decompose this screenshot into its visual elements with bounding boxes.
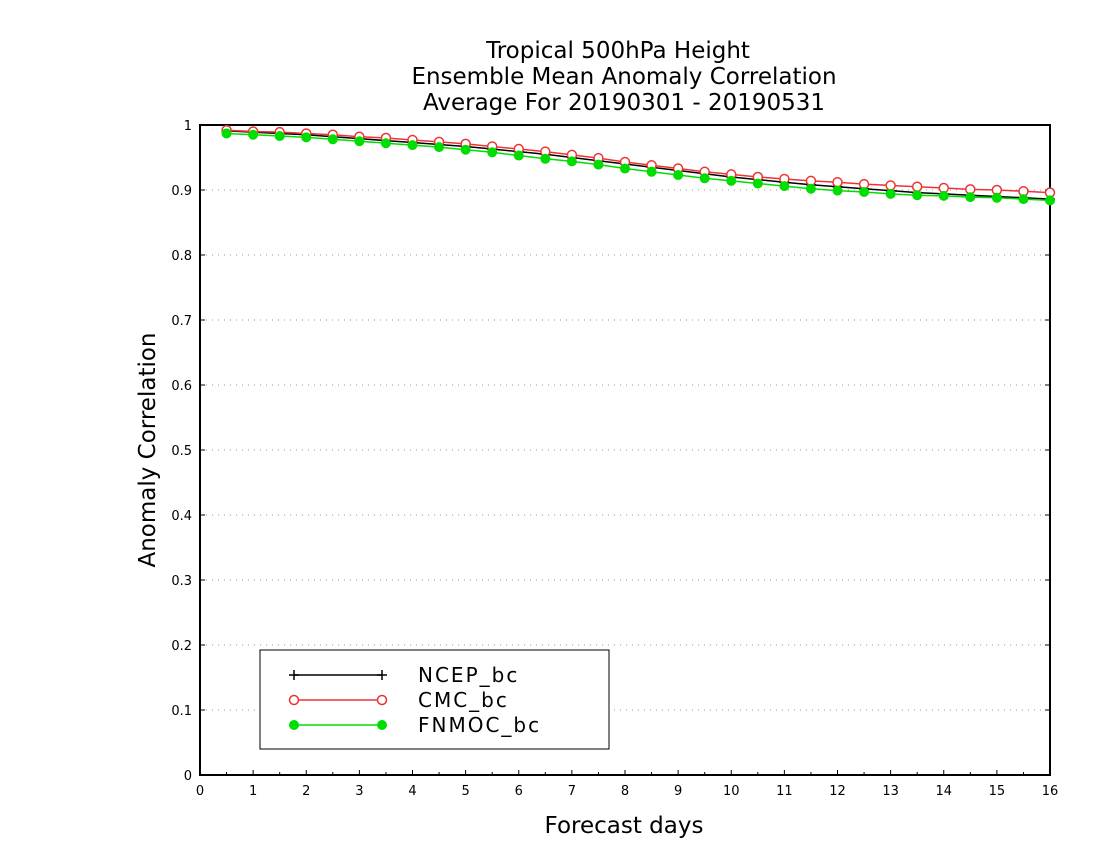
data-point-FNMOC_bc-3 — [301, 132, 312, 143]
x-tick-label-9: 9 — [674, 784, 682, 799]
data-point-FNMOC_bc-24 — [859, 186, 870, 197]
legend-entry-CMC_bc: CMC_bc — [288, 688, 509, 712]
y-tick-label-4: 0.4 — [171, 509, 192, 524]
legend-marker-left — [289, 720, 299, 730]
y-tick-label-1: 0.1 — [171, 704, 192, 719]
y-tick-label-7: 0.7 — [171, 314, 192, 329]
legend-label: FNMOC_bc — [418, 713, 541, 737]
title-line-2: Ensemble Mean Anomaly Correlation — [411, 64, 836, 90]
data-point-CMC_bc-26 — [911, 181, 923, 192]
data-point-FNMOC_bc-4 — [327, 134, 338, 145]
y-tick-label-10: 1 — [184, 119, 192, 134]
x-tick-label-13: 13 — [882, 784, 899, 799]
legend-label: NCEP_bc — [418, 663, 519, 687]
data-point-FNMOC_bc-12 — [540, 153, 551, 164]
data-point-FNMOC_bc-17 — [673, 170, 684, 181]
data-point-FNMOC_bc-22 — [805, 183, 816, 194]
y-tick-label-0: 0 — [184, 769, 192, 784]
x-tick-label-8: 8 — [621, 784, 629, 799]
legend-marker-left — [288, 694, 300, 706]
x-tick-label-11: 11 — [776, 784, 793, 799]
x-axis-label: Forecast days — [545, 813, 704, 839]
series-line-CMC_bc — [226, 129, 1051, 194]
y-tick-label-8: 0.8 — [171, 249, 192, 264]
data-point-FNMOC_bc-15 — [620, 163, 630, 174]
x-tick-label-5: 5 — [461, 784, 469, 799]
data-point-FNMOC_bc-14 — [593, 159, 604, 170]
legend-marker-right — [377, 670, 387, 680]
data-point-FNMOC_bc-11 — [513, 150, 524, 161]
data-point-FNMOC_bc-28 — [965, 192, 976, 203]
x-tick-label-16: 16 — [1042, 784, 1059, 799]
data-point-FNMOC_bc-6 — [380, 138, 391, 149]
y-axis-label: Anomaly Correlation — [135, 332, 161, 567]
data-point-FNMOC_bc-5 — [354, 136, 365, 147]
x-tick-label-1: 1 — [249, 784, 257, 799]
data-point-FNMOC_bc-7 — [407, 140, 418, 151]
title-line-3: Average For 20190301 - 20190531 — [423, 90, 825, 116]
legend-marker-right — [377, 720, 387, 730]
legend-entry-FNMOC_bc: FNMOC_bc — [289, 713, 541, 737]
x-tick-label-7: 7 — [568, 784, 576, 799]
data-point-FNMOC_bc-19 — [726, 175, 737, 186]
data-point-FNMOC_bc-13 — [566, 156, 577, 167]
x-tick-label-3: 3 — [355, 784, 363, 799]
data-point-FNMOC_bc-10 — [487, 147, 498, 158]
title-line-1: Tropical 500hPa Height — [485, 38, 750, 64]
x-tick-label-12: 12 — [829, 784, 846, 799]
series-CMC_bc — [221, 124, 1056, 198]
x-tick-label-0: 0 — [196, 784, 204, 799]
x-tick-label-6: 6 — [515, 784, 523, 799]
data-point-FNMOC_bc-23 — [832, 185, 843, 196]
y-axis: 0 0.1 0.2 0.3 0.4 0.5 0.6 0.7 0.8 0.9 1 — [171, 119, 1050, 784]
x-tick-label-2: 2 — [302, 784, 310, 799]
data-point-CMC_bc-23 — [832, 176, 843, 188]
data-point-FNMOC_bc-25 — [885, 188, 896, 199]
x-tick-label-14: 14 — [935, 784, 952, 799]
data-point-FNMOC_bc-30 — [1018, 194, 1029, 205]
data-point-FNMOC_bc-26 — [912, 190, 923, 201]
data-point-FNMOC_bc-21 — [779, 181, 790, 192]
legend-label: CMC_bc — [418, 688, 509, 712]
y-tick-label-2: 0.2 — [171, 639, 192, 654]
data-point-FNMOC_bc-9 — [460, 144, 471, 155]
x-axis: 0 1 2 3 4 5 6 7 8 9 10 11 12 13 14 15 16 — [196, 770, 1058, 799]
x-tick-label-10: 10 — [723, 784, 740, 799]
data-point-FNMOC_bc-20 — [752, 178, 763, 189]
x-tick-label-4: 4 — [408, 784, 416, 799]
legend-marker-right — [376, 694, 388, 706]
y-tick-label-3: 0.3 — [171, 574, 192, 589]
data-point-FNMOC_bc-8 — [434, 142, 445, 153]
data-point-CMC_bc-25 — [885, 180, 896, 191]
x-tick-label-15: 15 — [989, 784, 1006, 799]
y-tick-label-5: 0.5 — [171, 444, 192, 459]
legend-entry-NCEP_bc: NCEP_bc — [289, 663, 519, 687]
data-point-FNMOC_bc-1 — [248, 129, 259, 140]
series-NCEP_bc — [221, 125, 1055, 205]
data-point-FNMOC_bc-2 — [274, 131, 285, 142]
data-point-FNMOC_bc-31 — [1045, 195, 1055, 206]
chart-title: Tropical 500hPa Height Ensemble Mean Ano… — [411, 38, 836, 116]
data-point-FNMOC_bc-27 — [938, 190, 949, 201]
series-layer — [221, 124, 1056, 206]
series-FNMOC_bc — [221, 128, 1055, 206]
data-point-FNMOC_bc-29 — [991, 192, 1002, 203]
data-point-FNMOC_bc-0 — [221, 128, 232, 139]
data-point-FNMOC_bc-18 — [699, 173, 710, 184]
y-tick-label-9: 0.9 — [171, 184, 192, 199]
y-tick-label-6: 0.6 — [171, 379, 192, 394]
legend-marker-left — [289, 670, 299, 680]
data-point-FNMOC_bc-16 — [646, 166, 657, 177]
